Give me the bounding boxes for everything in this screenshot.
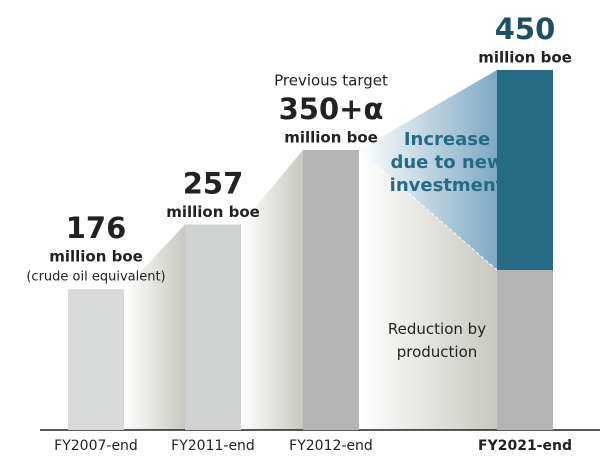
- value-label: 257: [183, 166, 244, 200]
- unit-label: million boe: [478, 49, 572, 67]
- unit-label: million boe: [166, 203, 260, 221]
- value-label: 450: [495, 12, 556, 46]
- wedge-edge: [358, 149, 498, 271]
- increase-wedge: [359, 70, 497, 270]
- bar: [68, 289, 124, 430]
- x-tick-label: FY2007-end: [54, 438, 138, 454]
- note: (crude oil equivalent): [26, 270, 165, 285]
- value-label: 176: [66, 211, 127, 245]
- value-label: 350+α: [279, 92, 384, 126]
- bar: [303, 150, 359, 430]
- bar-base: [497, 270, 553, 430]
- x-tick-label: FY2021-end: [478, 438, 572, 454]
- unit-label: million boe: [284, 129, 378, 147]
- connector: [359, 150, 497, 430]
- bar-increase: [497, 70, 553, 270]
- increase-annotation: Increase due to new investment: [389, 129, 505, 196]
- reduction-annotation: Reduction by production: [387, 320, 487, 361]
- bar: [185, 224, 241, 430]
- x-tick-label: FY2012-end: [289, 438, 373, 454]
- x-tick-label: FY2011-end: [171, 438, 255, 454]
- connector: [241, 150, 303, 430]
- connector: [124, 224, 185, 430]
- unit-label: million boe: [49, 248, 143, 266]
- note: Previous target: [274, 72, 388, 90]
